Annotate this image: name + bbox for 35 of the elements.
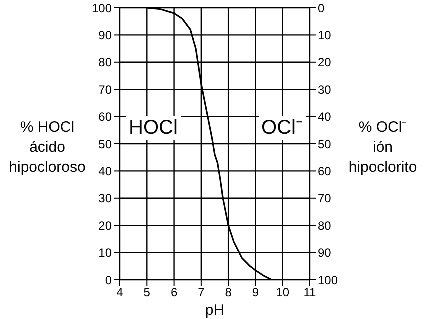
y-tick-label: 90 [98,28,112,42]
y2-tick-label: 20 [318,56,332,70]
y2-tick-label: 60 [318,164,332,178]
y2-tick-label: 0 [318,1,325,16]
y-tick-label: 80 [98,56,112,70]
y-tick-label: 50 [98,137,112,152]
x-axis-title: pH [205,302,225,319]
y2-tick-label: 100 [318,273,338,288]
x-tick-label: 9 [252,286,260,300]
y2-tick-label: 50 [318,137,332,152]
x-tick-label: 7 [198,286,206,300]
y-tick-label: 100 [92,1,112,16]
y-tick-label: 0 [105,273,112,288]
y2-tick-label: 30 [318,82,332,97]
x-tick-label: 11 [304,286,317,300]
y2-tick-label: 70 [318,192,332,206]
y-tick-label: 20 [98,218,112,233]
y-tick-label: 40 [98,164,112,178]
y2-tick-label: 90 [318,246,332,260]
x-tick-label: 10 [276,286,290,300]
y-tick-label: 70 [98,82,112,97]
y-axis-title: % HOCl ácido hipocloroso [8,118,87,178]
x-tick-label: 6 [170,286,178,300]
x-tick-label: 4 [116,286,124,300]
annotation: HOCl [126,116,181,140]
y-tick-label: 10 [98,246,112,260]
x-tick-label: 8 [225,286,232,300]
annotation: OCl⁻ [258,116,306,140]
y2-tick-label: 10 [318,28,332,42]
y-tick-label: 30 [98,192,112,206]
y2-tick-label: 40 [318,110,332,124]
x-tick-label: 5 [144,286,151,300]
y2-axis-title: % OCl⁻ ión hipoclorito [348,118,418,178]
y-tick-label: 60 [98,110,112,124]
y2-tick-label: 80 [318,218,332,233]
